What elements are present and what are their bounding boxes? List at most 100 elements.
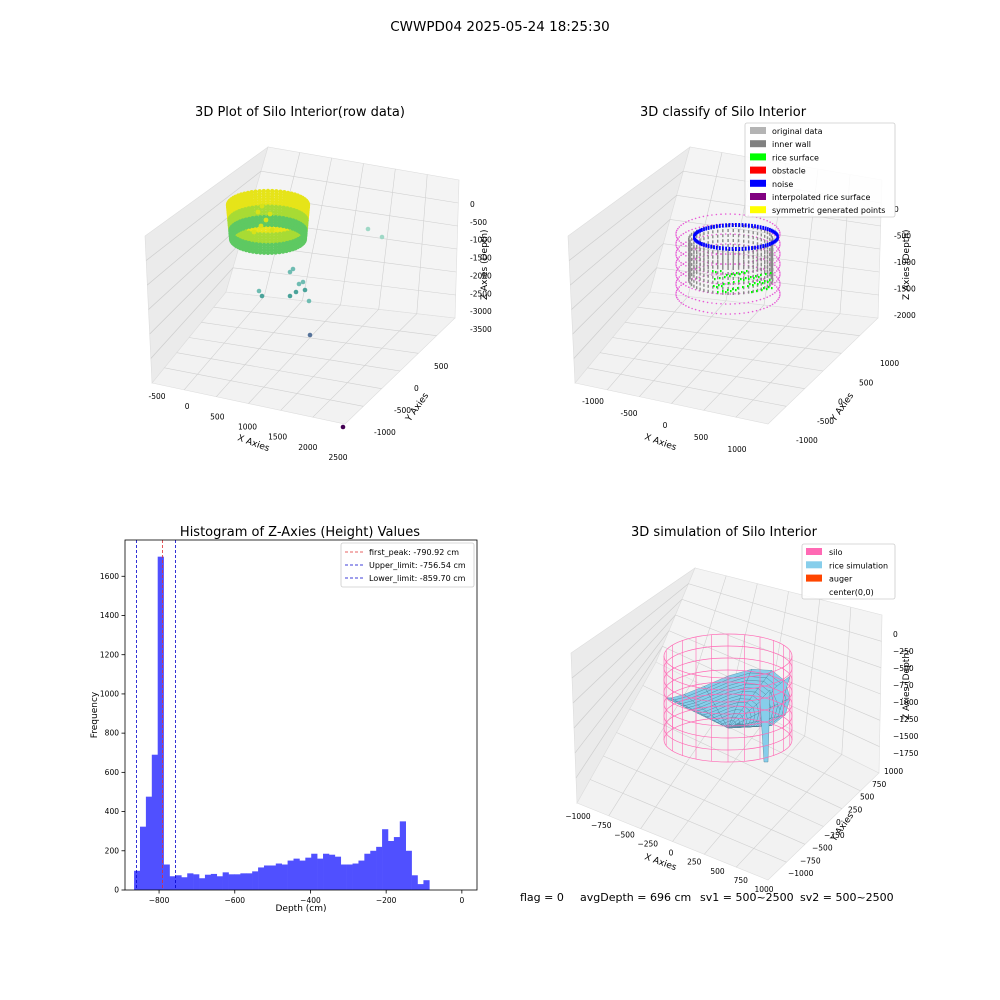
inner-wall-point [756, 268, 759, 272]
histogram-bar [281, 864, 288, 890]
inner-wall-point [756, 283, 759, 287]
noise-point [728, 223, 731, 228]
inner-wall-point [766, 271, 769, 275]
symmetric-point [747, 301, 750, 304]
histogram-bar [175, 875, 182, 890]
histogram-bar [417, 884, 424, 890]
symmetric-point [698, 216, 701, 219]
symmetric-point [675, 245, 677, 247]
inner-wall-point [772, 238, 774, 241]
inner-wall-point [743, 239, 745, 243]
symmetric-point [685, 221, 687, 223]
symmetric-point [774, 281, 776, 284]
inner-wall-point [732, 244, 734, 247]
symmetric-point [779, 245, 781, 247]
symmetric-point [675, 295, 677, 297]
outlier-point [259, 293, 265, 299]
surface-facet [771, 675, 791, 711]
inner-wall-point [760, 282, 762, 286]
rice-surface-point [738, 280, 740, 283]
ring-point [244, 225, 249, 230]
inner-wall-point [690, 232, 693, 236]
classify-plot-ticks: -1000 -500 0 500 1000 -1000 -500 0 500 1000 0 -500 -… [582, 205, 916, 454]
histogram-bar [181, 877, 188, 890]
legend-swatch [806, 574, 822, 582]
inner-wall-point [693, 249, 695, 253]
symmetric-point [755, 299, 758, 302]
inner-wall-point [770, 256, 773, 260]
histogram-y-tick-label: 0 [114, 886, 119, 895]
inner-wall-point [770, 251, 773, 255]
inner-wall-point [737, 271, 740, 275]
symmetric-point [680, 251, 682, 254]
inner-wall-point [743, 224, 745, 228]
inner-wall-point [760, 277, 762, 281]
noise-point [776, 234, 779, 239]
symmetric-point [694, 227, 697, 230]
symmetric-point [711, 312, 713, 314]
symmetric-point [774, 251, 776, 254]
symmetric-point [677, 277, 679, 280]
classify-z-tick-label: -500 [894, 232, 911, 241]
symmetric-point [778, 266, 780, 269]
grid-line [312, 174, 428, 418]
rice-surface-point [744, 272, 746, 275]
rice-surface-point [729, 275, 731, 278]
histogram-bar [269, 865, 277, 890]
symmetric-point [676, 239, 678, 242]
inner-wall-point [712, 240, 714, 244]
ring-point [254, 223, 259, 228]
inner-wall-point [732, 257, 734, 260]
inner-wall-point [688, 271, 690, 275]
histogram-bar [352, 863, 359, 890]
classify-legend: original data inner wall rice surface obsta… [744, 122, 896, 218]
symmetric-point [775, 260, 778, 262]
symmetric-point [720, 303, 722, 305]
symmetric-point [702, 310, 705, 313]
histogram-bar [305, 857, 312, 890]
symmetric-point [729, 253, 732, 255]
inner-wall-point [727, 277, 729, 280]
inner-wall-point [764, 229, 766, 233]
inner-wall-point [752, 226, 754, 230]
histogram-x-tick-label: −600 [224, 896, 245, 905]
inner-wall-point [703, 262, 705, 266]
inner-wall-point [717, 251, 719, 255]
symmetric-point [729, 273, 732, 275]
symmetric-point [771, 222, 774, 225]
surface-facet [759, 689, 771, 763]
sv1-text: sv1 = 500~2500 [700, 891, 794, 904]
inner-wall-point [760, 253, 762, 257]
classify-y-tick-label: -500 [817, 417, 834, 426]
symmetric-point [777, 247, 779, 250]
classify-plot-zlabel: Z Axies (Depth) [902, 229, 912, 300]
rice-surface-point [765, 273, 767, 276]
noise-point [759, 225, 762, 230]
rice-surface-point [730, 290, 732, 293]
inner-wall-point [737, 251, 740, 255]
symmetric-point [775, 290, 778, 292]
outlier-point [307, 332, 313, 338]
inner-wall-point [766, 246, 769, 250]
noise-point [762, 244, 765, 249]
symmetric-point [775, 256, 778, 258]
inner-wall-point [737, 259, 740, 263]
inner-wall-point [752, 274, 754, 278]
symmetric-point [678, 286, 681, 288]
noise-point [703, 227, 705, 232]
inner-wall-point [722, 291, 724, 295]
noise-point [748, 246, 750, 251]
histogram-y-tick-label: 1600 [100, 572, 119, 581]
inner-wall-point [764, 249, 766, 253]
raw-plot-zlabel: Z Axies (Depth) [480, 229, 490, 300]
histogram-chart: Histogram of Z-Axies (Height) Values −80… [90, 525, 478, 914]
inner-wall-point [766, 259, 769, 263]
rice-surface-point [734, 274, 736, 277]
outlier-point [340, 424, 346, 430]
symmetric-point [711, 214, 713, 216]
rice-surface-point [728, 282, 730, 285]
inner-wall-point [690, 252, 693, 256]
rice-surface-point [746, 270, 748, 273]
noise-point [695, 231, 697, 236]
